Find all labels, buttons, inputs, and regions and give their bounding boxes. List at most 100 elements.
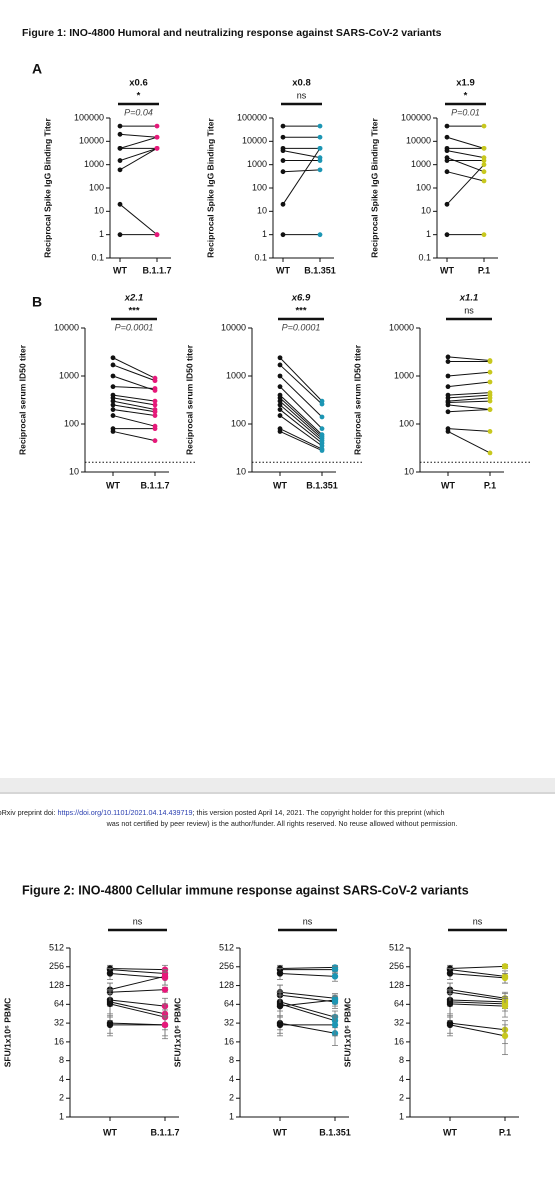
y-tick-label: 2 bbox=[59, 1093, 64, 1103]
figure-1-title: Figure 1: INO-4800 Humoral and neutraliz… bbox=[22, 27, 442, 39]
x-tick-label: P.1 bbox=[484, 480, 496, 490]
y-tick-label: 128 bbox=[49, 980, 64, 990]
data-point bbox=[277, 398, 283, 404]
data-point bbox=[110, 402, 116, 408]
pair-line bbox=[112, 400, 156, 411]
data-point bbox=[152, 386, 158, 391]
y-tick-label: 1 bbox=[399, 1111, 404, 1121]
pair-line bbox=[109, 969, 166, 974]
data-point bbox=[317, 167, 323, 173]
data-point bbox=[445, 409, 451, 415]
data-point bbox=[117, 145, 123, 151]
data-point bbox=[445, 384, 451, 390]
data-point bbox=[154, 134, 160, 140]
pair-line bbox=[109, 968, 166, 971]
data-point bbox=[117, 131, 123, 137]
data-point bbox=[152, 426, 158, 432]
pair-line bbox=[447, 428, 491, 432]
y-tick-label: 100 bbox=[399, 418, 414, 428]
y-tick-label: 32 bbox=[394, 1017, 404, 1027]
y-axis-label: Reciprocal Spike IgG Binding Titer bbox=[42, 117, 52, 257]
data-point bbox=[487, 369, 493, 375]
pair-line bbox=[449, 1003, 506, 1007]
data-point bbox=[481, 158, 487, 163]
pair-line bbox=[109, 972, 166, 979]
y-tick-label: 1000 bbox=[59, 370, 79, 380]
data-point bbox=[117, 167, 123, 173]
pair-line bbox=[279, 400, 323, 439]
data-point bbox=[110, 407, 116, 412]
x-tick-label: WT bbox=[276, 265, 290, 275]
pair-line bbox=[112, 364, 156, 382]
data-point bbox=[277, 402, 283, 408]
data-point bbox=[276, 1002, 284, 1010]
data-point bbox=[106, 970, 114, 977]
x-tick-label: WT bbox=[443, 1127, 457, 1137]
y-tick-label: 1000 bbox=[226, 370, 246, 380]
y-tick-label: 512 bbox=[389, 942, 404, 952]
pair-line bbox=[449, 999, 506, 1003]
y-tick-label: 100000 bbox=[74, 112, 104, 122]
pair-line bbox=[279, 386, 323, 430]
y-tick-label: 64 bbox=[54, 999, 64, 1009]
p-value: P=0.0001 bbox=[282, 322, 321, 332]
pair-line bbox=[279, 394, 323, 436]
data-point bbox=[280, 201, 286, 207]
pair-line bbox=[279, 972, 336, 977]
data-point bbox=[319, 401, 325, 407]
data-point bbox=[487, 450, 493, 456]
data-point bbox=[277, 373, 283, 379]
y-tick-label: 1 bbox=[229, 1111, 234, 1121]
data-point bbox=[161, 973, 169, 980]
data-point bbox=[277, 407, 283, 412]
pair-line bbox=[112, 357, 156, 379]
y-tick-label: 256 bbox=[389, 961, 404, 971]
pair-line bbox=[112, 404, 156, 413]
pair-line bbox=[279, 991, 336, 999]
y-tick-label: 512 bbox=[49, 942, 64, 952]
data-point bbox=[110, 398, 116, 404]
pair-line bbox=[119, 147, 158, 171]
data-point bbox=[481, 123, 487, 129]
data-point bbox=[445, 354, 451, 360]
pair-line bbox=[279, 364, 323, 405]
y-tick-label: 0.1 bbox=[254, 252, 267, 262]
pair-line bbox=[112, 409, 156, 417]
footer-link[interactable]: https://doi.org/10.1101/2021.04.14.43971… bbox=[58, 808, 193, 817]
y-tick-label: 2 bbox=[229, 1093, 234, 1103]
data-point bbox=[280, 148, 286, 154]
data-point bbox=[154, 123, 160, 129]
pair-line bbox=[447, 392, 491, 396]
y-tick-label: 10 bbox=[404, 466, 414, 476]
data-point bbox=[317, 134, 323, 140]
y-tick-label: 8 bbox=[59, 1055, 64, 1065]
data-point bbox=[444, 169, 450, 175]
pair-line bbox=[447, 400, 491, 404]
data-point bbox=[117, 123, 123, 129]
y-axis-label: Reciprocal serum ID50 titer bbox=[352, 344, 362, 455]
pair-line bbox=[446, 157, 485, 173]
y-tick-label: 1000 bbox=[394, 370, 414, 380]
y-tick-label: 100 bbox=[252, 182, 267, 192]
y-tick-label: 100 bbox=[64, 418, 79, 428]
x-tick-label: B.1.1.7 bbox=[142, 265, 171, 275]
pair-line bbox=[446, 164, 485, 205]
data-point bbox=[487, 398, 493, 404]
y-axis-label: SFU/1x10⁶ PBMC bbox=[172, 998, 182, 1068]
y-tick-label: 10 bbox=[257, 206, 267, 216]
y-tick-label: 1 bbox=[59, 1111, 64, 1121]
y-tick-label: 128 bbox=[219, 980, 234, 990]
fold-change: x2.1 bbox=[124, 293, 144, 304]
y-tick-label: 1 bbox=[426, 229, 431, 239]
y-tick-label: 10000 bbox=[221, 322, 246, 332]
pair-line bbox=[119, 203, 158, 236]
fold-change: x6.9 bbox=[291, 293, 311, 304]
y-tick-label: 10 bbox=[94, 206, 104, 216]
pair-line bbox=[279, 375, 323, 418]
data-point bbox=[110, 413, 116, 418]
data-point bbox=[277, 429, 283, 434]
x-tick-label: B.1.351 bbox=[304, 265, 336, 275]
pair-line bbox=[119, 136, 158, 149]
pair-line bbox=[279, 397, 323, 437]
